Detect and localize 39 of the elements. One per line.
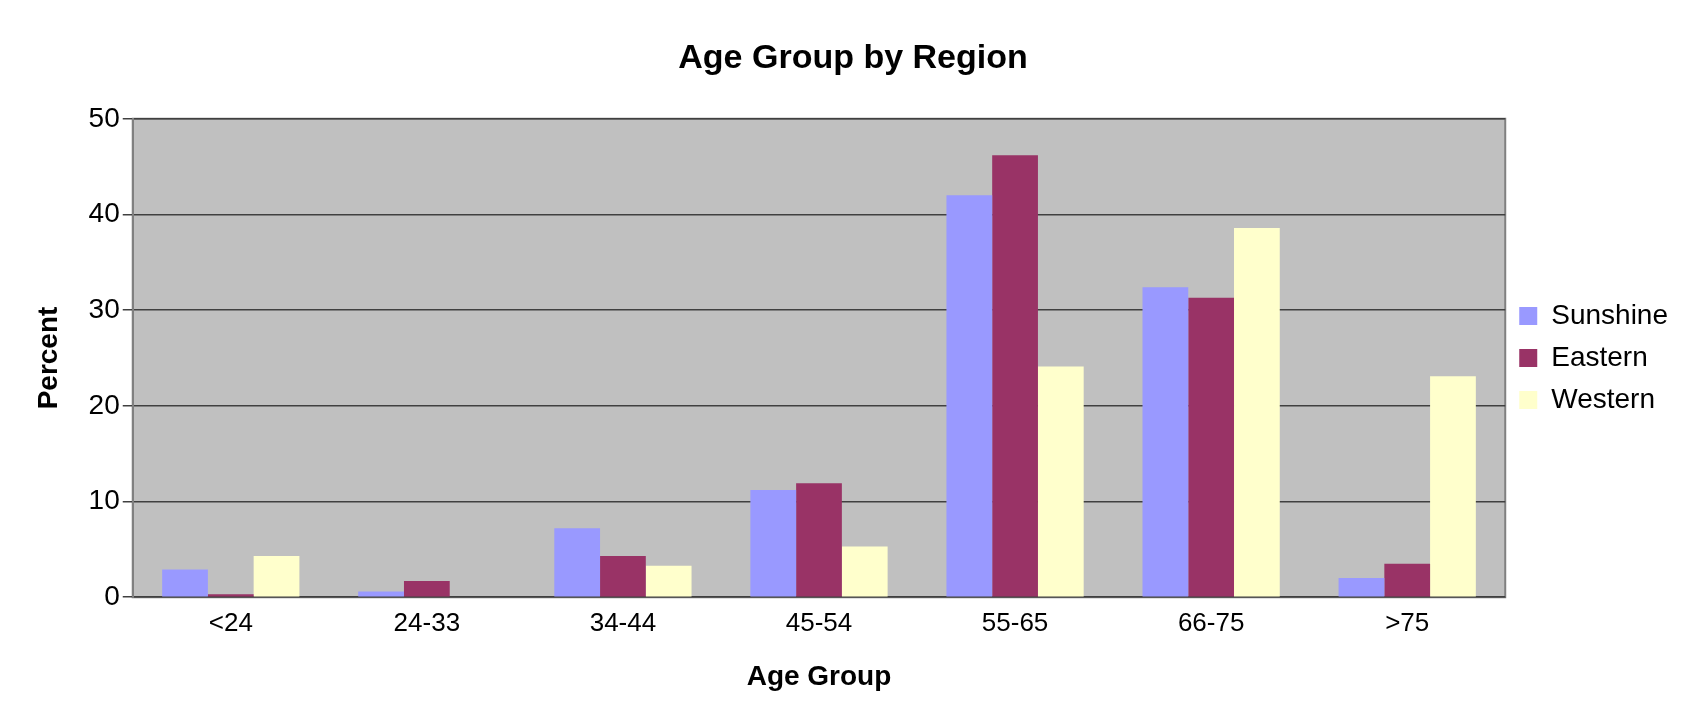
y-tick-label: 40 [88,197,120,229]
bar [946,195,993,597]
bar [841,546,888,597]
bar [600,556,646,597]
y-tick-label: 20 [88,388,120,420]
y-tick-label: 10 [88,484,120,516]
bar [992,155,1038,597]
x-tick-label: 34-44 [589,606,657,637]
bar [162,569,208,597]
x-tick-label: 66-75 [1177,606,1245,637]
bar [1037,366,1084,597]
bar [1338,578,1385,597]
bar [358,591,404,597]
bar [1384,563,1431,597]
bar [1234,227,1280,597]
bar [796,483,842,597]
bar [1142,287,1189,597]
bar [645,565,692,597]
y-tick-label: 30 [88,292,120,324]
x-tick-label: <24 [208,606,253,637]
legend-label: Western [1551,382,1655,414]
bar [750,490,797,597]
bar [1188,297,1235,597]
bar [1430,376,1476,597]
y-axis-title: Percent [31,306,63,410]
bar [554,528,601,597]
x-tick-label: 45-54 [785,606,853,637]
bar [207,594,254,597]
x-tick-label: >75 [1385,606,1430,637]
bar [253,556,300,597]
y-tick-label: 50 [88,101,120,133]
x-axis-title: Age Group [746,659,892,691]
legend-label: Sunshine [1551,298,1669,330]
x-tick-label: 24-33 [393,606,461,637]
x-tick-label: 55-65 [981,606,1049,637]
y-tick-label: 0 [104,579,120,611]
legend-label: Eastern [1551,340,1648,372]
bar [403,580,450,597]
chart-title: Age Group by Region [678,36,1028,75]
